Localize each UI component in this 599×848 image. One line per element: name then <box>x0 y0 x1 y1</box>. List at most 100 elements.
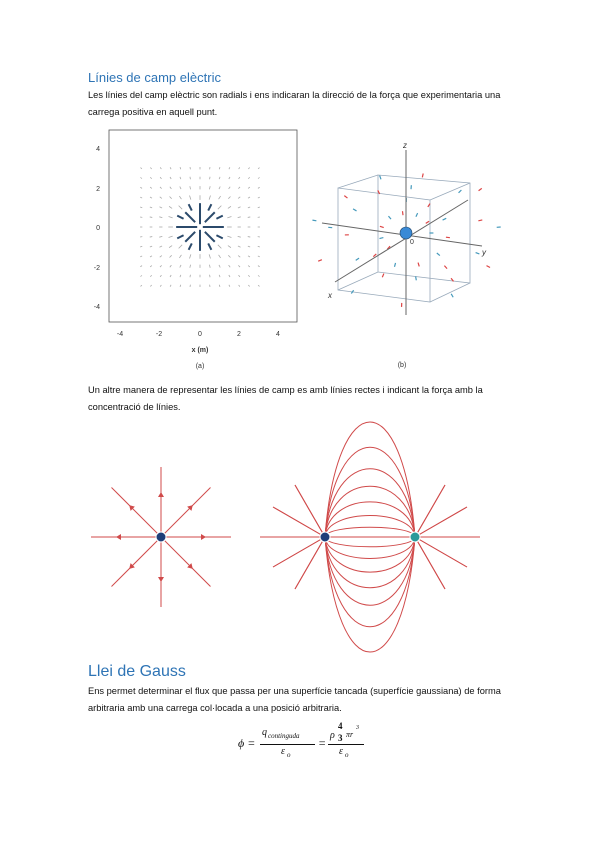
x-axis-label: x (m) <box>192 347 209 354</box>
formula-eps: ε <box>281 746 285 757</box>
cube <box>312 173 501 307</box>
axis-label: x <box>327 291 333 300</box>
arrow <box>129 505 135 511</box>
vector <box>238 186 241 189</box>
vector <box>237 206 241 209</box>
negative-charge <box>409 531 421 543</box>
vector <box>475 252 480 255</box>
vector <box>350 289 355 294</box>
vector <box>140 186 143 189</box>
vector <box>247 216 251 218</box>
vector <box>184 211 196 223</box>
vector <box>238 167 241 170</box>
field-line <box>324 421 416 538</box>
vector <box>421 173 424 178</box>
vector <box>228 186 231 190</box>
vector <box>218 195 221 200</box>
field-line <box>324 536 416 548</box>
vector <box>237 196 241 199</box>
caption: (a) <box>196 363 205 370</box>
field-line <box>324 536 416 653</box>
vector <box>425 220 430 224</box>
vector <box>179 176 182 180</box>
field-lines-single <box>91 467 231 607</box>
vector <box>247 236 251 238</box>
vector-field <box>140 167 260 287</box>
vector <box>238 274 241 278</box>
formula-q: q <box>262 727 267 738</box>
vector <box>159 284 162 287</box>
vector <box>227 235 232 238</box>
vector <box>387 215 392 220</box>
axis-label: z <box>402 141 407 150</box>
x-tick-label: -4 <box>117 331 123 338</box>
vector <box>140 206 143 209</box>
vector <box>386 245 391 250</box>
vector <box>179 186 182 190</box>
vector <box>247 245 251 248</box>
vector <box>168 216 173 219</box>
vector <box>187 203 193 212</box>
field-line <box>324 446 416 538</box>
vector <box>379 236 384 240</box>
vector <box>168 206 173 209</box>
arrow <box>158 577 164 582</box>
field-line <box>324 526 416 538</box>
vector <box>159 255 163 258</box>
vector <box>237 255 241 258</box>
positive-charge <box>155 531 167 543</box>
vector <box>150 284 152 287</box>
vector <box>393 262 397 267</box>
field-line <box>324 536 416 628</box>
vector <box>204 211 216 223</box>
vector <box>140 177 143 179</box>
paragraph: Ens permet determinar el flux que passa … <box>88 686 501 713</box>
arrow <box>201 534 206 540</box>
vector <box>140 284 143 287</box>
vector <box>436 252 441 257</box>
vector <box>178 244 183 249</box>
vector <box>237 245 241 248</box>
field-line <box>414 506 468 538</box>
field-line <box>324 536 416 588</box>
vector <box>247 265 251 268</box>
vector <box>228 274 231 278</box>
formula-rho: ρ <box>330 730 335 741</box>
x-tick-label: 2 <box>237 331 241 338</box>
vector <box>169 264 172 268</box>
vector <box>228 284 231 287</box>
field-line <box>111 487 162 538</box>
vector <box>247 274 251 278</box>
vector <box>228 176 231 180</box>
origin-label: 0 <box>410 239 414 246</box>
arrow <box>129 563 135 569</box>
formula-sub: o <box>345 751 349 759</box>
vector <box>159 274 162 278</box>
vector <box>159 206 163 209</box>
vector <box>159 196 163 199</box>
vector <box>149 236 153 238</box>
vector <box>257 284 260 287</box>
arrow <box>116 534 121 540</box>
field-line <box>414 484 446 538</box>
paragraph: Les línies del camp elèctric son radials… <box>88 90 501 117</box>
vector <box>169 274 172 278</box>
vector <box>189 186 191 190</box>
vector <box>237 236 241 238</box>
field-line <box>414 536 468 568</box>
arrow <box>187 505 193 511</box>
vector <box>149 274 153 278</box>
field-line <box>414 536 446 590</box>
formula-num: 3 <box>338 733 343 743</box>
vector <box>149 245 153 248</box>
vector <box>247 255 251 258</box>
formula-exp: 3 <box>356 725 359 731</box>
vector <box>169 255 172 258</box>
y-tick-label: 4 <box>96 146 100 153</box>
vector <box>486 265 491 269</box>
heading: Línies de camp elèctric <box>88 70 221 85</box>
vector <box>169 167 172 170</box>
plot-frame <box>108 129 298 323</box>
vector <box>215 214 224 220</box>
field-line <box>294 484 326 538</box>
